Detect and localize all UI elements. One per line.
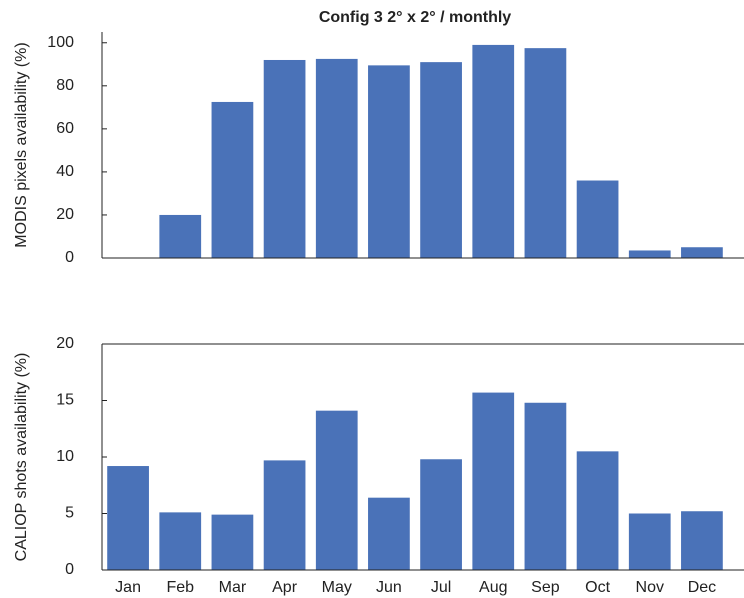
y-axis-label: CALIOP shots availability (%) [13, 353, 30, 562]
y-axis-label: MODIS pixels availability (%) [13, 42, 30, 247]
bar [107, 466, 149, 570]
x-tick-label: Nov [636, 579, 664, 596]
bar [368, 65, 410, 258]
bar [159, 512, 202, 570]
y-tick-label: 20 [56, 335, 74, 352]
bar [524, 48, 567, 259]
bar [576, 180, 619, 258]
x-tick-label: Jan [115, 579, 141, 596]
bar [628, 513, 671, 570]
y-tick-label: 60 [56, 120, 74, 137]
x-tick-label: Oct [585, 579, 610, 596]
x-tick-label: Dec [688, 579, 716, 596]
bar [472, 392, 515, 570]
bar [315, 58, 358, 259]
y-tick-label: 0 [65, 561, 74, 578]
chart-title: Config 3 2° x 2° / monthly [319, 9, 511, 26]
bar [211, 514, 254, 570]
x-tick-label: Sep [531, 579, 560, 596]
bar [263, 460, 306, 570]
bar [263, 59, 306, 258]
y-tick-label: 15 [56, 392, 74, 409]
x-tick-label: Aug [479, 579, 507, 596]
x-tick-label: Jun [376, 579, 402, 596]
bar [576, 451, 619, 570]
bar [315, 410, 358, 570]
y-tick-label: 5 [65, 505, 74, 522]
y-tick-label: 20 [56, 206, 74, 223]
y-tick-label: 100 [47, 34, 74, 51]
y-tick-label: 0 [65, 249, 74, 266]
bar [159, 214, 202, 258]
bar [420, 62, 462, 259]
x-tick-label: Feb [166, 579, 194, 596]
y-tick-label: 40 [56, 163, 74, 180]
bar [681, 511, 723, 570]
x-tick-label: May [322, 579, 352, 596]
bar [368, 497, 410, 570]
bar [211, 101, 254, 258]
bar [420, 459, 462, 570]
x-tick-label: Apr [272, 579, 298, 596]
bar [524, 402, 567, 570]
y-tick-label: 80 [56, 77, 74, 94]
bar [681, 247, 723, 258]
x-tick-label: Jul [431, 579, 451, 596]
x-tick-label: Mar [219, 579, 247, 596]
y-tick-label: 10 [56, 448, 74, 465]
bar [472, 44, 515, 258]
bar [628, 250, 671, 258]
